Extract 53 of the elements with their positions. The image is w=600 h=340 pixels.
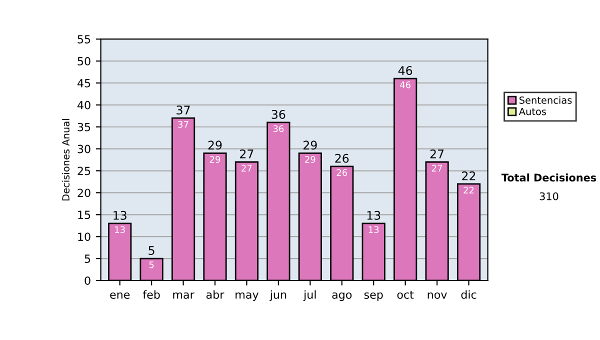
data-label: 37 [178, 120, 188, 128]
total-label: 22 [462, 171, 476, 180]
data-label: 46 [400, 81, 410, 88]
total-label: 29 [208, 140, 222, 150]
total-label: 5 [148, 246, 154, 255]
total-label: 46 [398, 66, 412, 75]
data-label: 29 [210, 156, 220, 163]
x-tick-label: sep [364, 292, 383, 301]
x-tick-label: nov [428, 292, 447, 299]
data-label: 5 [149, 261, 154, 268]
data-label: 27 [432, 164, 442, 172]
total-label: 36 [272, 110, 286, 119]
total-label: 37 [176, 106, 190, 114]
data-label: 22 [464, 186, 474, 194]
x-tick-label: ago [332, 292, 352, 301]
x-tick-label: abr [206, 290, 224, 299]
data-label: 13 [368, 226, 379, 234]
x-tick-label: jul [303, 290, 316, 301]
legend-label: Sentencias [519, 96, 572, 104]
total-label: 29 [304, 140, 317, 150]
x-tick-label: jun [270, 290, 286, 301]
data-label: 36 [273, 125, 284, 132]
total-label: 13 [367, 210, 380, 220]
y-tick-label: 0 [84, 276, 90, 285]
y-tick-label: 45 [77, 79, 90, 88]
data-label: 27 [242, 164, 252, 172]
x-tick-label: ene [110, 292, 130, 299]
data-label: 13 [115, 226, 125, 234]
total-label: 27 [240, 149, 254, 158]
y-tick-label: 55 [78, 35, 90, 44]
y-tick-label: 25 [78, 166, 90, 176]
data-label: 29 [305, 156, 316, 163]
y-axis-title: Decisiones Anual [62, 119, 70, 200]
y-tick-label: 5 [84, 254, 90, 263]
y-tick-label: 35 [78, 122, 90, 132]
data-label: 26 [336, 169, 348, 176]
x-tick-label: mar [173, 292, 194, 299]
total-label: 26 [335, 154, 349, 163]
x-tick-label: feb [142, 290, 160, 299]
total-label: 13 [114, 210, 126, 220]
x-tick-label: oct [397, 290, 414, 299]
y-tick-label: 30 [78, 144, 90, 154]
legend-label: Autos [518, 108, 546, 116]
x-tick-label: may [236, 292, 258, 301]
text: Total Decisiones [501, 173, 596, 182]
text: 310 [540, 192, 558, 200]
x-tick-label: dic [461, 290, 476, 299]
y-tick-label: 15 [78, 210, 90, 220]
y-tick-label: 40 [77, 100, 90, 110]
total-label: 27 [430, 149, 444, 158]
y-tick-label: 50 [78, 57, 90, 66]
y-tick-label: 10 [78, 232, 90, 241]
y-tick-label: 20 [78, 188, 90, 198]
